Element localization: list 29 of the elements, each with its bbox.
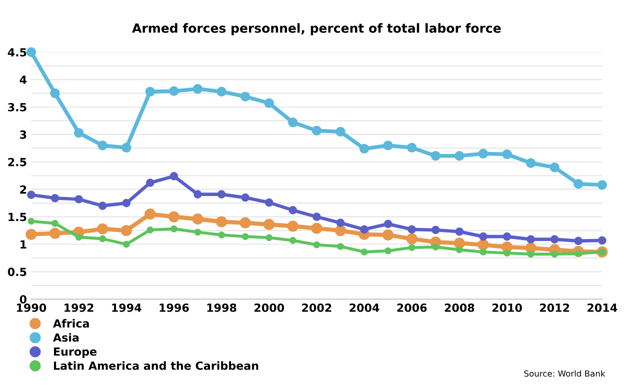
y-tick-label: 1	[20, 240, 26, 248]
x-tick-label: 2002	[302, 304, 332, 312]
chart-title: Armed forces personnel, percent of total labor force	[132, 23, 501, 36]
x-tick-label: 2004	[350, 304, 380, 312]
y-tick-label: 1.5	[8, 212, 26, 222]
x-tick-label: 1996	[160, 304, 189, 312]
legend-label: Africa	[53, 319, 89, 328]
x-tick-label: 2000	[254, 304, 284, 312]
x-tick-label: 1992	[64, 304, 94, 312]
y-tick-label: 4	[20, 76, 27, 84]
x-tick-label: 2010	[492, 304, 522, 312]
y-tick-label: 3.5	[8, 102, 26, 112]
x-tick-label: 1990	[16, 304, 46, 312]
x-tick-label: 2014	[588, 304, 618, 312]
y-tick-label: 2.5	[8, 158, 26, 166]
legend-label: Asia	[53, 333, 79, 342]
y-tick-label: 2	[20, 185, 26, 194]
legend-label: Latin America and the Caribbean	[54, 361, 258, 370]
y-tick-label: 0	[20, 295, 26, 304]
y-tick-label: 0.5	[8, 268, 26, 276]
x-tick-label: 2012	[540, 304, 570, 312]
x-tick-label: 1994	[112, 304, 142, 312]
x-tick-label: 2006	[397, 304, 427, 312]
legend-label: Europe	[54, 348, 97, 358]
x-tick-label: 1998	[207, 304, 236, 312]
y-tick-label: 4.5	[8, 48, 26, 56]
x-tick-label: 2008	[444, 304, 474, 312]
source-note: Source: World Bank	[524, 370, 606, 377]
y-tick-label: 3	[20, 130, 26, 139]
